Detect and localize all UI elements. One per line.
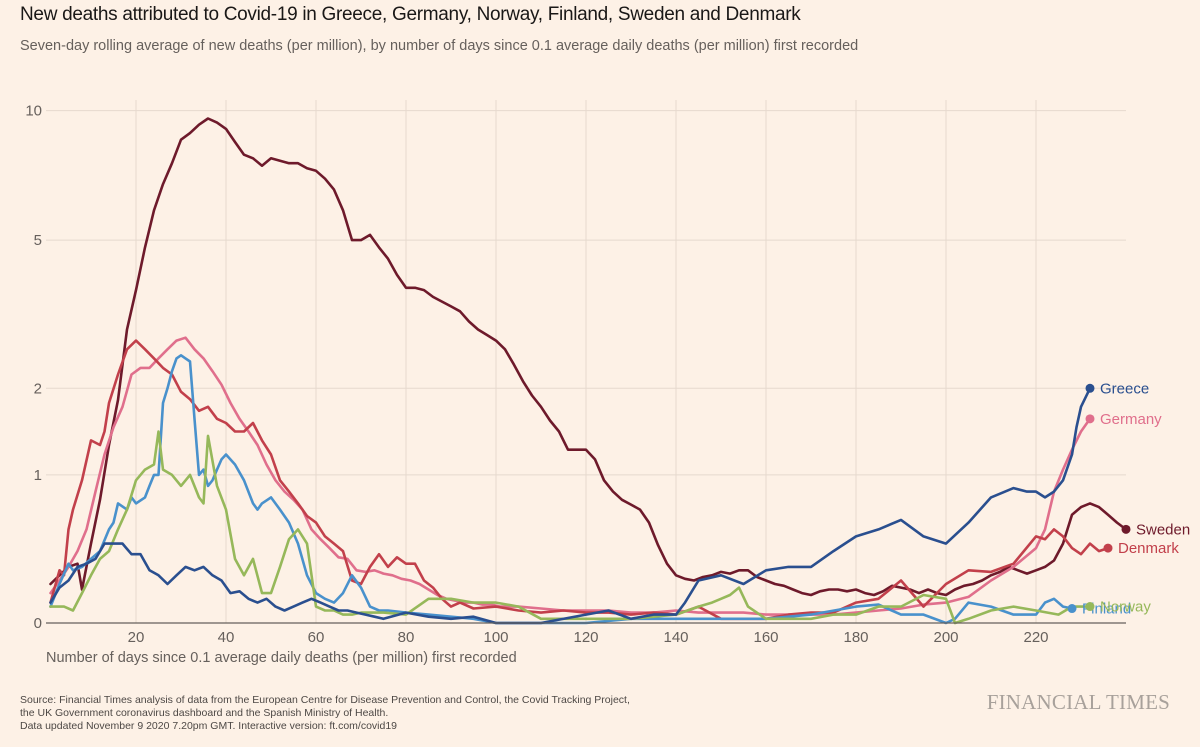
grid: 0 1 2 5 10 xyxy=(25,100,1126,632)
end-label-greece: Greece xyxy=(1100,380,1149,397)
source-line-2: the UK Government coronavirus dashboard … xyxy=(20,707,389,719)
series-line-germany xyxy=(49,336,1092,616)
x-tick-label: 40 xyxy=(218,629,235,646)
x-tick-label: 220 xyxy=(1023,629,1048,646)
ft-logo: FINANCIAL TIMES xyxy=(986,690,1170,714)
x-tick-label: 80 xyxy=(398,629,415,646)
y-tick-label: 1 xyxy=(34,467,42,484)
x-tick-label: 60 xyxy=(308,629,325,646)
end-label-finland: Finland xyxy=(1082,601,1131,618)
end-marker-sweden xyxy=(1121,524,1131,534)
series-line-finland xyxy=(49,353,1074,625)
chart-title: New deaths attributed to Covid-19 in Gre… xyxy=(20,4,801,25)
x-tick-label: 180 xyxy=(843,629,868,646)
end-marker-finland xyxy=(1067,604,1077,614)
x-tick-label: 100 xyxy=(483,629,508,646)
end-marker-norway xyxy=(1085,602,1095,612)
end-marker-greece xyxy=(1085,383,1095,393)
end-marker-germany xyxy=(1085,414,1095,424)
chart-subtitle: Seven-day rolling average of new deaths … xyxy=(20,38,859,54)
source-line-1: Source: Financial Times analysis of data… xyxy=(20,694,630,706)
series-line-norway xyxy=(49,430,1092,625)
end-label-sweden: Sweden xyxy=(1136,521,1190,538)
x-tick-label: 20 xyxy=(128,629,145,646)
series-line-sweden xyxy=(49,117,1128,597)
end-label-germany: Germany xyxy=(1100,411,1162,428)
series-line-denmark xyxy=(49,339,1110,621)
y-tick-label: 5 xyxy=(34,232,42,249)
series-line-greece xyxy=(49,386,1092,625)
end-marker-denmark xyxy=(1103,543,1113,553)
source-line-3: Data updated November 9 2020 7.20pm GMT.… xyxy=(20,720,398,732)
y-tick-label: 0 xyxy=(34,615,42,632)
y-tick-label: 2 xyxy=(34,380,42,397)
source-note: Source: Financial Times analysis of data… xyxy=(20,694,630,733)
x-tick-label: 120 xyxy=(573,629,598,646)
x-axis: 20 40 60 80 100 120 140 160 180 200 220 xyxy=(46,622,1126,646)
end-label-norway: Norway xyxy=(1100,599,1151,616)
x-tick-label: 160 xyxy=(753,629,778,646)
x-tick-label: 140 xyxy=(663,629,688,646)
end-label-denmark: Denmark xyxy=(1118,540,1179,557)
x-tick-label: 200 xyxy=(933,629,958,646)
x-axis-label: Number of days since 0.1 average daily d… xyxy=(46,650,517,666)
y-tick-label: 10 xyxy=(25,103,42,120)
series-lines xyxy=(49,117,1128,625)
